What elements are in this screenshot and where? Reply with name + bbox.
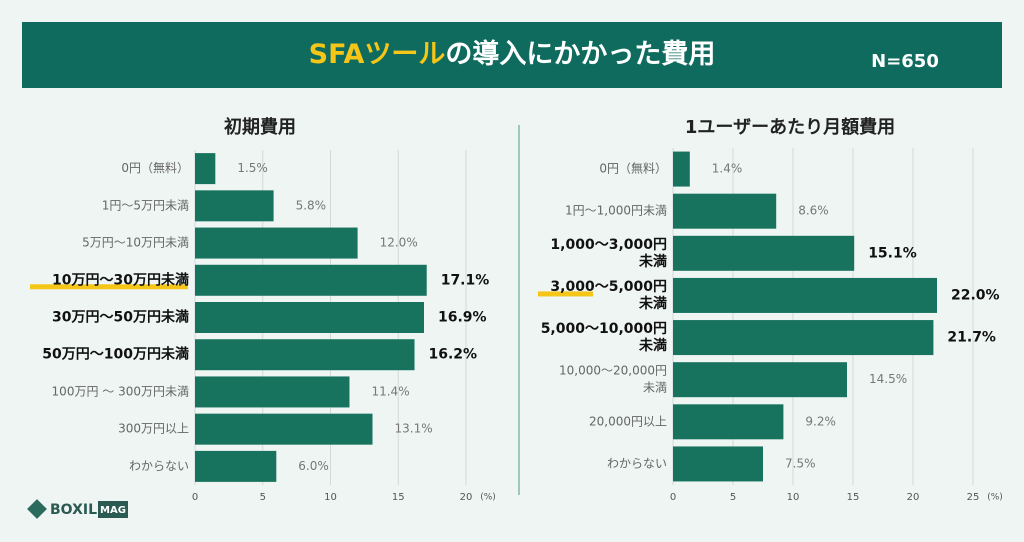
x-unit: (%) <box>987 493 1003 503</box>
bar <box>673 193 777 229</box>
bar <box>673 277 937 313</box>
value-label: 15.1% <box>868 245 917 261</box>
bar <box>673 151 690 187</box>
bar <box>673 446 763 482</box>
x-tick-label: 15 <box>392 492 405 503</box>
x-tick-label: 20 <box>907 492 920 503</box>
value-label: 1.5% <box>237 161 268 175</box>
highlight-underline <box>30 284 188 290</box>
y-tick-label: 100万円 ～ 300万円未満 <box>52 384 189 398</box>
x-tick-label: 0 <box>670 492 676 503</box>
bar <box>195 302 424 333</box>
y-tick-label: 10万円～30万円未満 <box>52 271 189 288</box>
logo-badge <box>98 501 128 518</box>
title-rest: の導入にかかった費用 <box>445 38 715 70</box>
y-tick-label: 3,000～5,000円 <box>550 279 667 295</box>
bar <box>673 320 934 356</box>
bar <box>195 227 358 259</box>
y-tick-label: 1,000～3,000円 <box>550 237 667 253</box>
y-tick-label: 5万円～10万円未満 <box>82 236 189 250</box>
x-tick-label: 20 <box>460 492 473 503</box>
y-tick-label: 未満 <box>639 295 667 312</box>
y-tick-label: 未満 <box>639 253 667 270</box>
value-label: 7.5% <box>785 456 816 470</box>
x-unit: (%) <box>480 493 496 503</box>
y-tick-label: 1円～5万円未満 <box>102 198 189 212</box>
bar <box>673 362 847 398</box>
y-tick-label: 未満 <box>639 337 667 354</box>
highlight-underline <box>538 291 593 297</box>
y-tick-label: 未満 <box>643 381 667 395</box>
y-tick-label: 0円（無料） <box>599 161 667 176</box>
y-tick-label: 1円～1,000円未満 <box>565 204 667 218</box>
x-tick-label: 25 <box>967 492 980 503</box>
value-label: 21.7% <box>947 330 996 346</box>
value-label: 17.1% <box>441 272 490 288</box>
bar <box>195 153 216 185</box>
value-label: 6.0% <box>298 459 329 473</box>
x-tick-label: 0 <box>192 492 198 503</box>
bar <box>195 264 427 296</box>
value-label: 9.2% <box>805 414 836 428</box>
value-label: 22.0% <box>951 287 1000 303</box>
value-label: 8.6% <box>798 204 829 218</box>
bar <box>195 376 350 408</box>
logo-text: BOXIL <box>50 502 97 518</box>
x-tick-label: 5 <box>260 492 266 503</box>
y-tick-label: わからない <box>129 459 189 473</box>
bar <box>673 235 855 271</box>
bar <box>195 450 277 482</box>
chart-title: 1ユーザーあたり月額費用 <box>685 116 895 138</box>
value-label: 12.0% <box>380 236 418 250</box>
x-tick-label: 10 <box>324 492 337 503</box>
value-label: 5.8% <box>296 198 327 212</box>
bar <box>195 190 274 222</box>
x-tick-label: 5 <box>730 492 736 503</box>
y-tick-label: 5,000～10,000円 <box>541 321 667 337</box>
title-highlight: SFAツール <box>309 39 446 70</box>
y-tick-label: 0円（無料） <box>121 160 189 175</box>
value-label: 13.1% <box>395 422 433 436</box>
logo-icon <box>27 499 47 519</box>
y-tick-label: 20,000円以上 <box>589 414 667 428</box>
bar <box>673 404 784 440</box>
y-tick-label: わからない <box>607 456 667 470</box>
chart-title: 初期費用 <box>224 116 296 138</box>
y-tick-label: 10,000～20,000円 <box>559 364 667 378</box>
x-tick-label: 15 <box>847 492 860 503</box>
y-tick-label: 300万円以上 <box>118 422 189 436</box>
x-tick-label: 10 <box>787 492 800 503</box>
value-label: 1.4% <box>712 162 743 176</box>
value-label: 11.4% <box>371 384 409 398</box>
value-label: 16.9% <box>438 310 487 326</box>
sample-size: N=650 <box>871 51 939 72</box>
y-tick-label: 50万円～100万円未満 <box>42 346 189 363</box>
value-label: 16.2% <box>429 347 478 363</box>
page-title: SFAツールの導入にかかった費用 <box>309 38 716 70</box>
bar <box>195 339 415 371</box>
y-tick-label: 30万円～50万円未満 <box>52 309 189 326</box>
title-bar <box>22 22 1002 88</box>
bar <box>195 413 373 445</box>
logo-sub: MAG <box>100 505 126 516</box>
value-label: 14.5% <box>869 372 907 386</box>
